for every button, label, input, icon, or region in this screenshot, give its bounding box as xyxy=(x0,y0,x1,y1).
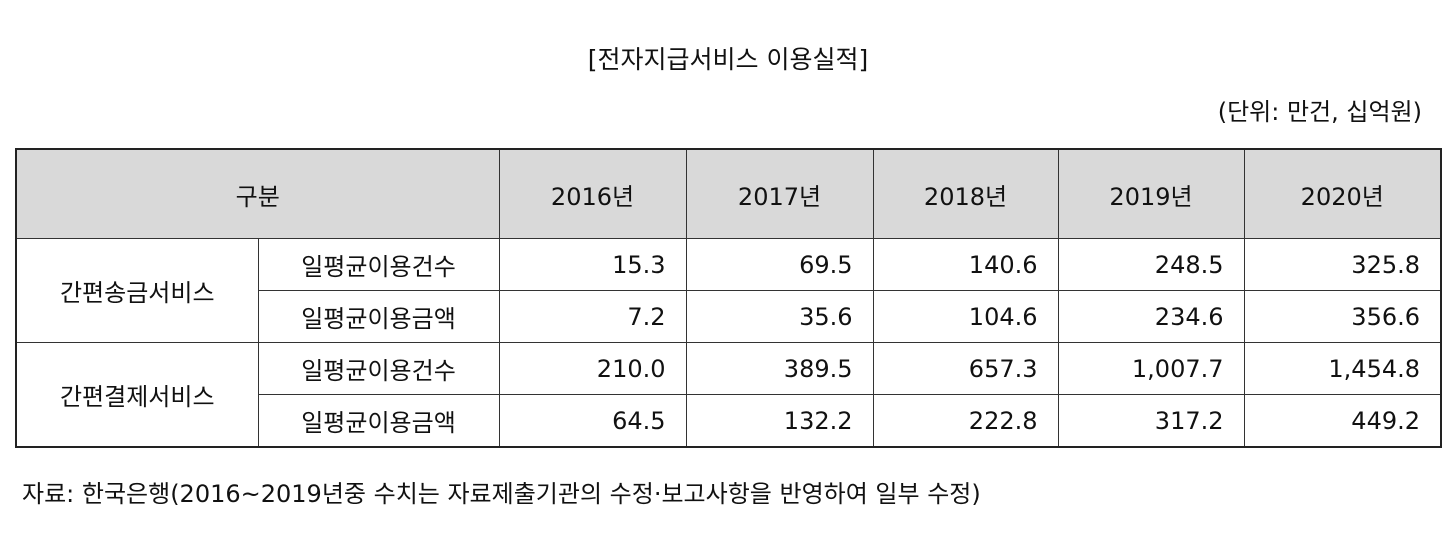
value-cell: 104.6 xyxy=(872,290,1059,343)
value-cell: 657.3 xyxy=(872,342,1059,395)
value-cell: 389.5 xyxy=(685,342,874,395)
value-cell: 1,454.8 xyxy=(1243,342,1442,395)
unit-note: (단위: 만건, 십억원) xyxy=(1217,98,1422,126)
value-cell: 317.2 xyxy=(1057,394,1245,448)
value-cell: 35.6 xyxy=(685,290,874,343)
header-row: 구분 2016년 2017년 2018년 2019년 2020년 xyxy=(15,148,1442,239)
value-cell: 69.5 xyxy=(685,238,874,291)
value-cell: 449.2 xyxy=(1243,394,1442,448)
value-cell: 234.6 xyxy=(1057,290,1245,343)
value-cell: 222.8 xyxy=(872,394,1059,448)
year-header: 2019년 xyxy=(1057,148,1245,239)
header-label: 구분 xyxy=(15,148,500,239)
group-label: 간편송금서비스 xyxy=(15,238,259,343)
row-label: 일평균이용금액 xyxy=(257,394,500,448)
title: [전자지급서비스 이용실적] xyxy=(587,45,869,74)
data-row: 간편결제서비스 일평균이용건수 210.0 389.5 657.3 1,007.7 1,45… xyxy=(15,342,1442,448)
group-label: 간편결제서비스 xyxy=(15,342,259,448)
value-cell: 132.2 xyxy=(685,394,874,448)
year-header: 2018년 xyxy=(872,148,1059,239)
table-body: 간편송금서비스 일평균이용건수 15.3 69.5 140.6 248.5 325.8 일평균… xyxy=(15,238,1442,448)
year-header: 2016년 xyxy=(498,148,687,239)
value-cell: 356.6 xyxy=(1243,290,1442,343)
data-row: 일평균이용금액 64.5 132.2 222.8 317.2 449.2 xyxy=(16,394,1442,448)
value-cell: 140.6 xyxy=(872,238,1059,291)
row-label: 일평균이용금액 xyxy=(257,290,500,343)
value-cell: 248.5 xyxy=(1057,238,1245,291)
value-cell: 7.2 xyxy=(498,290,687,343)
value-cell: 325.8 xyxy=(1243,238,1442,291)
value-cell: 15.3 xyxy=(498,238,687,291)
data-table: 구분 2016년 2017년 2018년 2019년 2020년 간편송금서비스 일평균이용… xyxy=(15,148,1443,448)
value-cell: 1,007.7 xyxy=(1057,342,1245,395)
year-header: 2020년 xyxy=(1243,148,1442,239)
value-cell: 64.5 xyxy=(498,394,687,448)
source-note: 자료: 한국은행(2016~2019년중 수치는 자료제출기관의 수정·보고사항… xyxy=(22,480,981,508)
year-header: 2017년 xyxy=(685,148,874,239)
data-row: 간편송금서비스 일평균이용건수 15.3 69.5 140.6 248.5 325.8 xyxy=(15,238,1442,343)
value-cell: 210.0 xyxy=(498,342,687,395)
row-label: 일평균이용건수 xyxy=(257,342,500,395)
row-label: 일평균이용건수 xyxy=(257,238,500,291)
